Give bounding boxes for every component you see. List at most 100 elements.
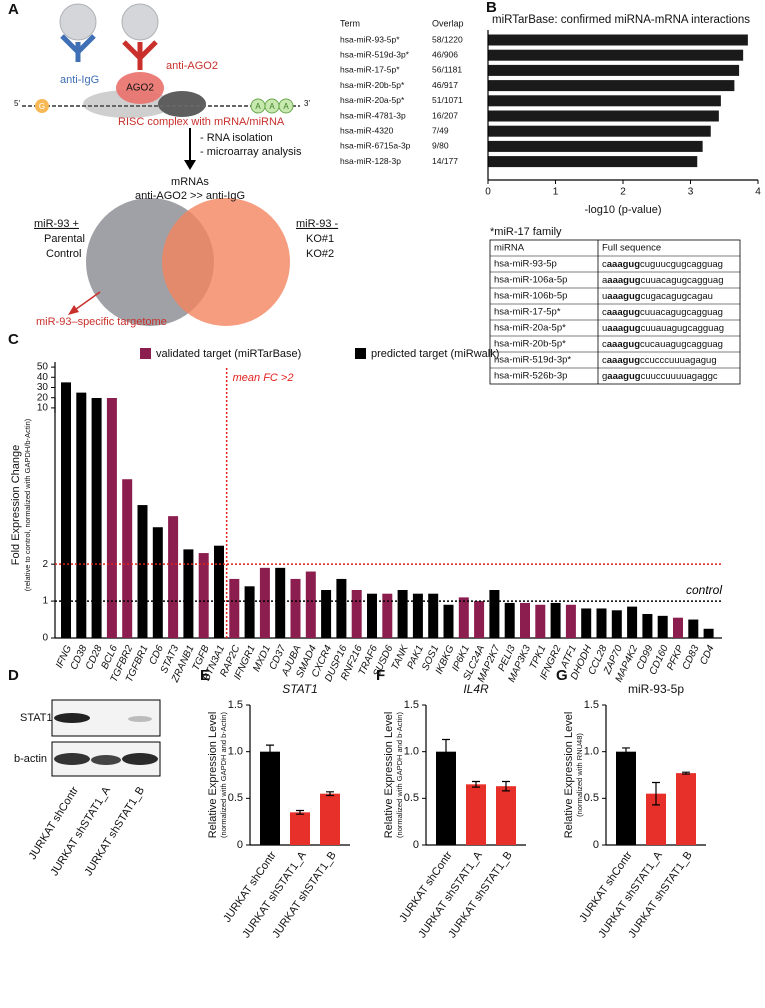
sequence-part: aaagug [607,275,640,286]
legend-label: validated target (miRTarBase) [156,348,301,360]
bar [466,784,486,845]
label: AGO2 [126,83,154,94]
bar [61,382,71,638]
bar [488,140,703,152]
term-label: hsa-miR-6715a-3p [340,141,411,151]
table-header: miRNA [494,243,525,254]
y-tick-label: 20 [37,392,49,403]
x-tick-label: JURKAT shContr [577,849,635,924]
term-label: hsa-miR-20a-5p* [340,95,405,105]
table-cell: hsa-miR-106a-5p [494,275,567,286]
y-axis-label: Relative Expression Level [563,712,575,839]
column-header: Term [340,18,360,28]
term-label: hsa-miR-4320 [340,125,394,135]
bar [152,527,163,638]
chart-title: miRTarBase: confirmed miRNA-mRNA interac… [492,14,750,26]
igg-antibody [60,34,96,62]
poly-a [278,98,294,114]
bar [122,479,133,638]
bar [550,602,561,638]
sequence-part: u [602,291,607,302]
label: mRNAs [171,176,209,188]
bar [436,751,456,845]
y-tick-label: 0 [593,839,599,851]
label: STAT1 [20,712,53,724]
bar [382,593,393,638]
overlap-label: 56/1181 [432,65,462,75]
sequence-part: a [602,275,608,286]
lane-label: JURKAT shSTAT1_A [49,784,114,878]
sequence-part: aaagug [607,307,640,318]
label: b-actin [14,753,47,765]
y-axis-note: (relative to control, normalized with GA… [23,418,32,591]
bar [627,606,638,638]
table-cell: hsa-miR-519d-3p* [494,355,571,366]
sequence-part: u [602,323,607,334]
blot-band [128,716,152,722]
sequence-part: g [602,371,607,382]
overlap-label: 46/906 [432,49,458,59]
bar [412,593,423,638]
bar [137,505,148,638]
bar [76,392,87,638]
y-tick-label: 10 [37,403,49,414]
table-cell: hsa-miR-526b-3p [494,371,567,382]
term-label: hsa-miR-519d-3p* [340,49,410,59]
arrow-head [184,160,196,170]
panel-a-diagram [22,3,300,326]
bar [488,34,748,46]
chart-title: miR-93-5p [628,682,684,696]
panel-letter: G [556,667,568,684]
label: anti-AGO2 [166,60,218,72]
y-axis-label: Relative Expression Level [383,712,395,839]
sequence-part: cugacagugcagau [641,291,713,302]
y-axis-label: Relative Expression Level [207,712,219,839]
table-cell: aaaagugcuuacagugcagguag [602,275,724,286]
bar [488,64,740,76]
y-tick-label: 40 [37,372,49,383]
sequence-part: aaagug [607,339,640,350]
error-bar [442,738,450,765]
error-bar [296,809,304,815]
sequence-part: aaagug [607,355,640,366]
label: miR-93–specific targetome [36,316,167,328]
label: KO#2 [306,248,334,260]
x-tick-label: 0 [485,187,491,198]
bar [443,604,454,638]
label: miR-93 - [296,218,339,230]
sequence-part: c [602,307,607,318]
bar [244,586,255,638]
x-axis-label: -log10 (p-value) [584,204,661,216]
y-tick-label: 2 [42,559,48,570]
overlap-label: 14/177 [432,156,458,166]
y-tick-label: 30 [37,382,49,393]
table-cell: caaagugcucauagugcagguag [602,339,723,350]
bar [214,545,224,638]
bar [673,617,683,638]
y-tick-label: 0 [237,839,243,851]
bar [688,619,699,638]
table-title: *miR-17 family [490,226,562,238]
bar [260,751,280,845]
label: 3' [304,99,310,108]
sequence-part: cuuacagugcagguag [640,307,723,318]
antibody-bead [121,3,159,41]
y-tick-label: 1.5 [404,699,419,711]
table-cell: uaaagugcugacagugcagau [602,291,713,302]
x-tick-label: 1 [553,187,559,198]
column-header: Overlap [432,18,464,28]
sequence-part: cuuccuuuuagaggc [641,371,718,382]
bar [488,95,721,107]
legend-label: predicted target (miRwalk) [371,348,499,360]
table-cell: caaagugccucccuuuagagug [602,355,717,366]
y-tick-label: 1.0 [228,746,243,758]
bar [581,608,592,638]
annotation: mean FC >2 [233,372,294,384]
error-bar [266,744,274,759]
bar [458,597,469,638]
bar [351,590,362,638]
x-tick-label: CD4 [698,643,717,666]
label: A [255,102,261,111]
annotation: control [686,583,722,597]
